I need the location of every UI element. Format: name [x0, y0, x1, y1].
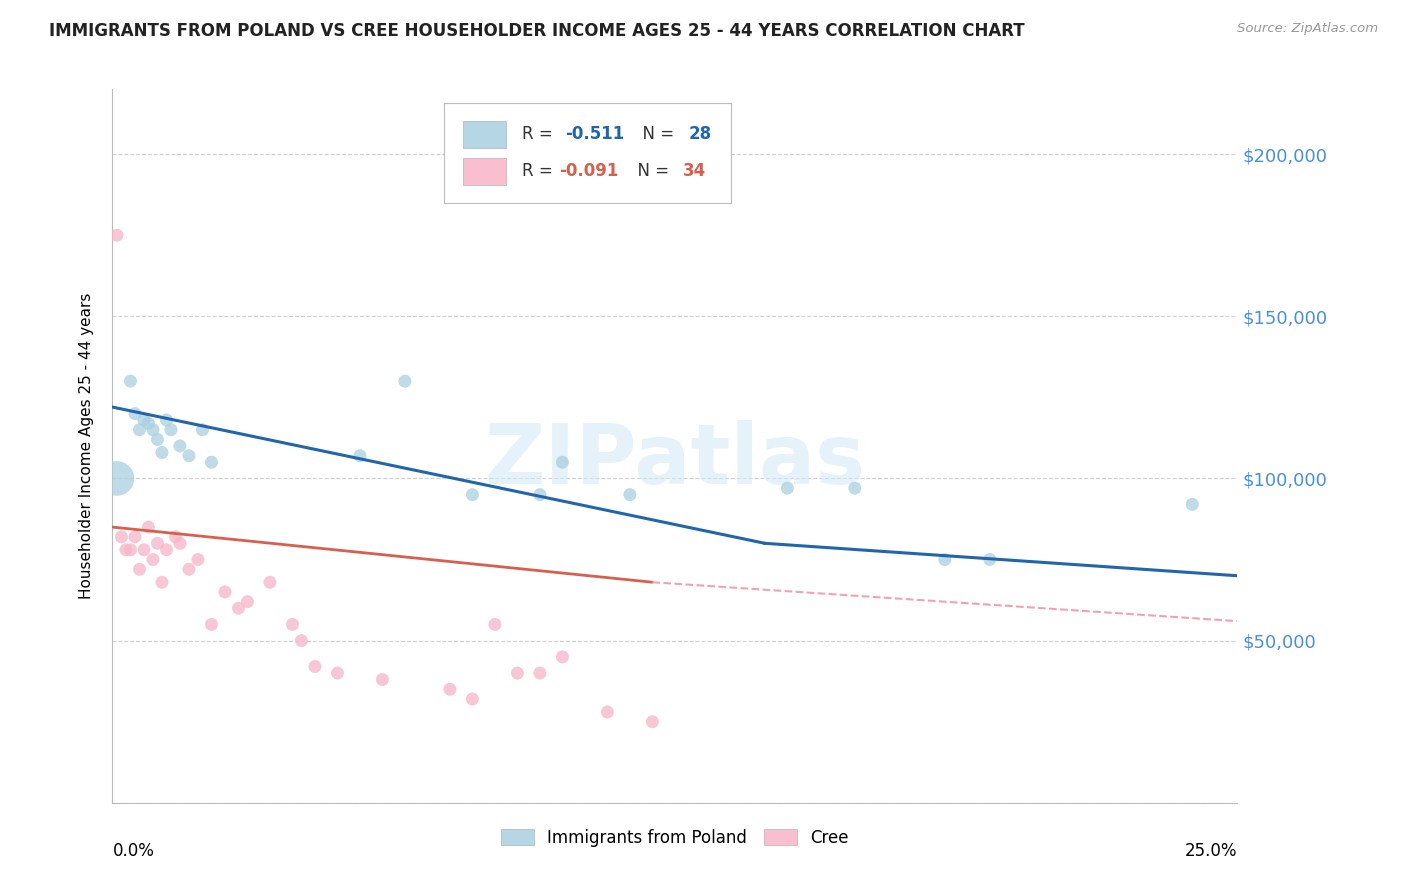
- Text: ZIPatlas: ZIPatlas: [485, 420, 865, 500]
- Point: [187, 552, 209, 566]
- Point: [138, 520, 160, 534]
- Point: [105, 228, 128, 243]
- Point: [394, 374, 416, 388]
- Point: [160, 423, 183, 437]
- Point: [619, 488, 641, 502]
- Point: [1181, 497, 1204, 511]
- Point: [132, 413, 155, 427]
- Point: [461, 488, 484, 502]
- FancyBboxPatch shape: [464, 158, 506, 185]
- Text: -0.091: -0.091: [560, 162, 619, 180]
- Point: [146, 433, 169, 447]
- Point: [132, 542, 155, 557]
- Text: Source: ZipAtlas.com: Source: ZipAtlas.com: [1237, 22, 1378, 36]
- Point: [177, 449, 200, 463]
- Point: [529, 488, 551, 502]
- Text: 34: 34: [683, 162, 706, 180]
- Point: [165, 530, 187, 544]
- Point: [776, 481, 799, 495]
- Point: [214, 585, 236, 599]
- Point: [281, 617, 304, 632]
- Point: [155, 542, 177, 557]
- Text: 0.0%: 0.0%: [112, 842, 155, 860]
- Point: [128, 423, 150, 437]
- Point: [259, 575, 281, 590]
- Text: 25.0%: 25.0%: [1185, 842, 1237, 860]
- Point: [551, 455, 574, 469]
- Point: [120, 542, 142, 557]
- Text: N =: N =: [633, 125, 679, 143]
- Y-axis label: Householder Income Ages 25 - 44 years: Householder Income Ages 25 - 44 years: [79, 293, 94, 599]
- Text: R =: R =: [522, 162, 558, 180]
- Point: [484, 617, 506, 632]
- FancyBboxPatch shape: [444, 103, 731, 203]
- Point: [142, 552, 165, 566]
- Point: [506, 666, 529, 681]
- Point: [236, 595, 259, 609]
- Point: [371, 673, 394, 687]
- Point: [979, 552, 1001, 566]
- Text: 28: 28: [689, 125, 711, 143]
- FancyBboxPatch shape: [464, 120, 506, 148]
- Point: [124, 530, 146, 544]
- Point: [349, 449, 371, 463]
- Point: [461, 692, 484, 706]
- Point: [439, 682, 461, 697]
- Text: N =: N =: [627, 162, 673, 180]
- Point: [200, 455, 222, 469]
- Point: [596, 705, 619, 719]
- Point: [142, 423, 165, 437]
- Point: [169, 439, 191, 453]
- Point: [120, 374, 142, 388]
- Point: [191, 423, 214, 437]
- Point: [529, 666, 551, 681]
- Point: [110, 530, 132, 544]
- Point: [138, 417, 160, 431]
- Point: [934, 552, 956, 566]
- Point: [155, 413, 177, 427]
- Point: [169, 536, 191, 550]
- Point: [228, 601, 250, 615]
- Point: [146, 536, 169, 550]
- Point: [150, 445, 173, 459]
- Point: [200, 617, 222, 632]
- Point: [124, 407, 146, 421]
- Point: [326, 666, 349, 681]
- Point: [551, 649, 574, 664]
- Text: R =: R =: [522, 125, 564, 143]
- Point: [641, 714, 664, 729]
- Point: [128, 562, 150, 576]
- Point: [150, 575, 173, 590]
- Point: [290, 633, 312, 648]
- Text: -0.511: -0.511: [565, 125, 624, 143]
- Point: [844, 481, 866, 495]
- Point: [177, 562, 200, 576]
- Point: [115, 542, 138, 557]
- Point: [105, 471, 128, 485]
- Legend: Immigrants from Poland, Cree: Immigrants from Poland, Cree: [492, 821, 858, 855]
- Text: IMMIGRANTS FROM POLAND VS CREE HOUSEHOLDER INCOME AGES 25 - 44 YEARS CORRELATION: IMMIGRANTS FROM POLAND VS CREE HOUSEHOLD…: [49, 22, 1025, 40]
- Point: [304, 659, 326, 673]
